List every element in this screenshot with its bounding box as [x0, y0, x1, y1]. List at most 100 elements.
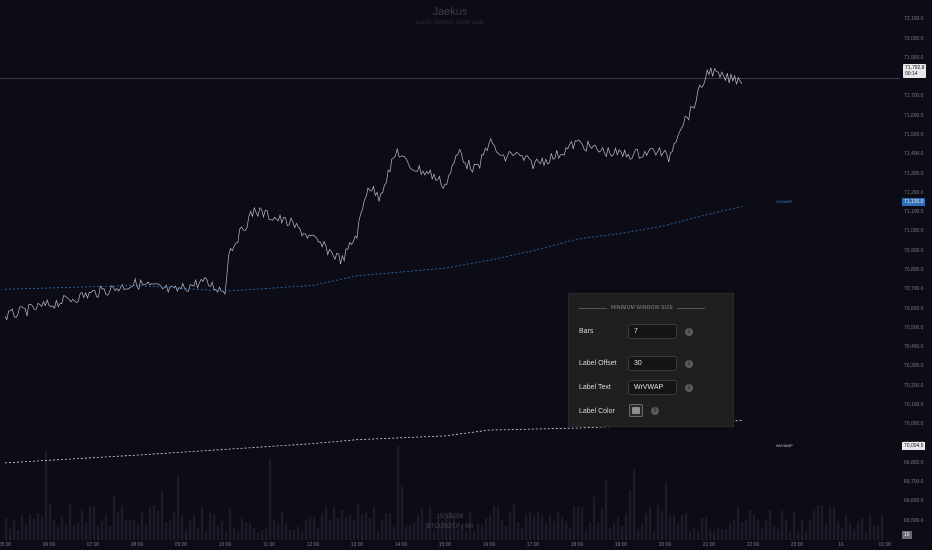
time-tick-label: 10:00: [218, 542, 232, 548]
volume-bar: [601, 509, 604, 540]
volume-bar: [5, 518, 8, 540]
label-text-input[interactable]: WrVWAP: [628, 380, 677, 395]
volume-bar: [729, 523, 732, 540]
volume-bar: [513, 504, 516, 540]
volume-bar: [297, 526, 300, 540]
volume-bar: [61, 516, 64, 540]
volume-bar: [141, 511, 144, 540]
time-tick-label: 19:00: [614, 542, 628, 548]
volume-bar: [869, 514, 872, 540]
volume-bar: [389, 513, 392, 540]
label-offset-label: Label Offset: [579, 360, 617, 367]
volume-bar: [401, 486, 404, 540]
volume-bar: [765, 520, 768, 540]
volume-bar: [517, 522, 520, 540]
volume-bar: [469, 511, 472, 540]
last-price-value: 71,792.8: [905, 65, 925, 71]
volume-bar: [369, 517, 372, 540]
volume-bar: [129, 519, 132, 540]
volume-bar: [185, 529, 188, 540]
volume-bar: [569, 528, 572, 540]
volume-bar: [653, 531, 656, 540]
volume-bar: [209, 512, 212, 540]
volume-bar: [89, 506, 92, 540]
volume-bar: [841, 527, 844, 540]
price-tick-label: 71,400.0: [904, 151, 924, 158]
volume-bar: [373, 507, 376, 540]
price-axis[interactable]: 72,100.072,000.071,900.071,800.071,700.0…: [900, 0, 932, 540]
info-icon[interactable]: i: [685, 384, 693, 392]
volume-bar: [697, 530, 700, 540]
time-tick-label: 18:00: [570, 542, 584, 548]
volume-bar: [281, 511, 284, 540]
volume-bar: [309, 516, 312, 540]
volume-bar: [109, 525, 112, 540]
volume-bar: [121, 505, 124, 540]
volume-bar: [845, 515, 848, 540]
volume-bar: [821, 505, 824, 540]
volume-bar: [677, 523, 680, 540]
volume-bar: [377, 530, 380, 540]
volume-bar: [45, 451, 48, 540]
volume-bar: [241, 518, 244, 540]
last-price-label: 71,792.8 00:14: [903, 64, 927, 78]
volume-bar: [509, 511, 512, 540]
info-icon[interactable]: i: [651, 407, 659, 415]
volume-bar: [101, 520, 104, 540]
volume-bar: [153, 506, 156, 540]
volume-bar: [237, 530, 240, 540]
volume-bar: [785, 520, 788, 540]
swatch-fill: [632, 407, 640, 414]
volume-bar: [257, 531, 260, 540]
label-color-label: Label Color: [579, 408, 615, 415]
time-tick-label: 23:00: [790, 542, 804, 548]
volume-bar: [745, 518, 748, 540]
price-tick-label: 70,000.0: [904, 421, 924, 428]
volume-bar: [753, 514, 756, 540]
volume-bar: [801, 519, 804, 540]
volume-bar: [249, 523, 252, 540]
volume-bar: [449, 511, 452, 540]
volume-bar: [333, 507, 336, 540]
volume-bar: [65, 524, 68, 540]
info-icon[interactable]: i: [685, 328, 693, 336]
volume-bar: [877, 525, 880, 540]
volume-bar: [409, 525, 412, 540]
volume-bar: [117, 512, 120, 540]
label-offset-input[interactable]: 30: [628, 356, 677, 371]
volume-bar: [873, 525, 876, 540]
volume-bar: [857, 521, 860, 540]
price-tick-label: 69,600.0: [904, 498, 924, 505]
volume-bar: [465, 531, 468, 540]
volume-bar: [761, 529, 764, 540]
divider: [677, 307, 706, 309]
volume-bar: [361, 513, 364, 540]
volume-bar: [113, 496, 116, 540]
volume-bar: [17, 529, 20, 540]
volume-bar: [613, 523, 616, 540]
volume-bar: [609, 527, 612, 540]
volume-bar: [521, 527, 524, 540]
volume-bar: [125, 519, 128, 540]
volume-bar: [97, 525, 100, 540]
time-axis[interactable]: 05:00 06:00 07:00 08:00 09:00 10:00 11:00 12:00…: [0, 540, 932, 550]
bars-input[interactable]: 7: [628, 324, 677, 339]
time-tick-label: 22:00: [746, 542, 760, 548]
volume-bar: [561, 517, 564, 540]
time-tick-label: 21:00: [702, 542, 716, 548]
label-color-swatch[interactable]: [629, 404, 643, 417]
divider: [579, 307, 607, 309]
volume-bar: [285, 524, 288, 540]
price-tick-label: 70,300.0: [904, 363, 924, 370]
info-icon[interactable]: i: [685, 360, 693, 368]
price-tick-label: 70,200.0: [904, 382, 924, 389]
bar-countdown: 00:14: [905, 71, 918, 77]
series-tag-blue: ZeVWAP: [776, 199, 793, 204]
volume-bar: [501, 520, 504, 540]
volume-bar: [445, 517, 448, 540]
volume-bar: [433, 529, 436, 540]
volume-bar: [673, 514, 676, 540]
volume-bar: [345, 516, 348, 540]
volume-bar: [77, 522, 80, 540]
